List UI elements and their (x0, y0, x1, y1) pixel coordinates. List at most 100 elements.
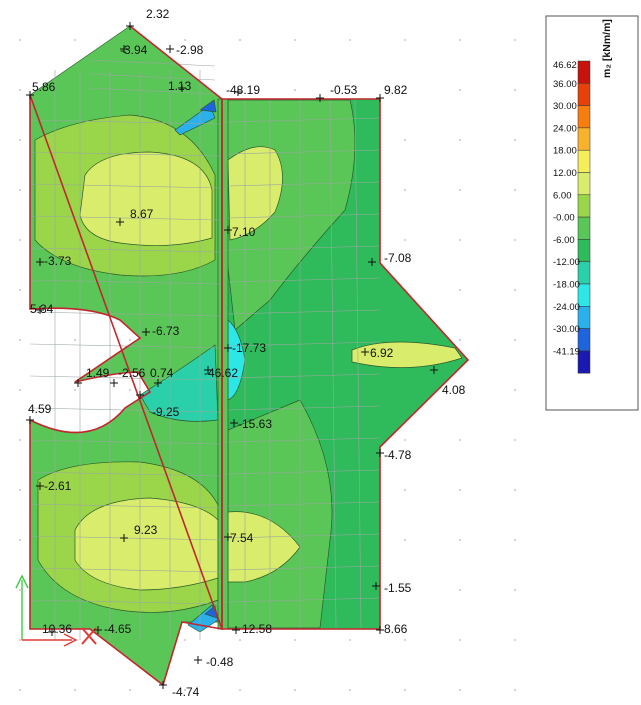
mesh-line (227, 405, 381, 411)
value-labels: 2.32 -3.94 -2.98 1.13 5.86 -48.19 -0.53 9.82 8.6… (26, 7, 466, 699)
value-marker (36, 258, 44, 266)
grid-dot (184, 639, 186, 641)
mesh-line (29, 215, 223, 221)
value-marker (376, 449, 384, 457)
grid-dot (459, 189, 461, 191)
grid-dot (74, 389, 76, 391)
legend-title: m₂ [kNm/m] (601, 19, 613, 78)
grid-dot (74, 339, 76, 341)
mesh-line (29, 311, 223, 317)
mesh-line (89, 87, 216, 95)
mesh-line (29, 407, 223, 413)
value-marker (159, 681, 167, 689)
mesh-line (227, 245, 381, 251)
value-label: -15.63 (238, 417, 272, 431)
grid-dot (349, 689, 351, 691)
mesh-line (227, 117, 381, 123)
grid-dot (294, 689, 296, 691)
value-label: -2.56 (118, 366, 146, 380)
value-label: 8.66 (384, 622, 408, 636)
value-label: 5.34 (30, 302, 54, 316)
value-label: 9.82 (384, 83, 408, 97)
grid-dot (514, 189, 516, 191)
grid-dot (514, 39, 516, 41)
mesh-line (29, 567, 223, 573)
contour-zones (29, 25, 469, 686)
mesh-line (29, 119, 223, 125)
grid-dot (514, 89, 516, 91)
legend-label: 24.00 (553, 123, 577, 134)
value-label: -4.65 (104, 622, 132, 636)
mesh-line (227, 181, 381, 187)
legend-swatch (577, 350, 591, 374)
value-label: 7.54 (230, 531, 254, 545)
right-edge-high-zone (351, 341, 463, 368)
value-marker (48, 628, 56, 636)
grid-dot (459, 589, 461, 591)
legend-label: 30.00 (553, 101, 577, 112)
mesh-line (29, 439, 223, 445)
value-label: -3.94 (120, 43, 148, 57)
value-marker (376, 626, 384, 634)
grid-dot (459, 289, 461, 291)
mesh-line (227, 501, 381, 507)
grid-dot (404, 539, 406, 541)
grid-dot (459, 489, 461, 491)
value-marker (166, 45, 174, 53)
grid-dot (239, 39, 241, 41)
value-label: 0.74 (150, 366, 174, 380)
grid-dot (459, 639, 461, 641)
value-marker (120, 534, 128, 542)
mesh-line (227, 309, 381, 315)
value-label: 1.13 (168, 79, 192, 93)
value-marker (142, 328, 150, 336)
value-marker (94, 626, 102, 634)
grid-dot (19, 289, 21, 291)
value-label: -48.19 (226, 83, 260, 97)
grid-dot (74, 689, 76, 691)
value-label: -2.98 (176, 43, 204, 57)
legend-label: -6.00 (553, 235, 575, 246)
mesh-line (227, 149, 381, 155)
value-marker (316, 94, 324, 102)
grid-dot (19, 39, 21, 41)
value-marker (232, 626, 240, 634)
value-label: 6.92 (370, 346, 394, 360)
grid-dot (514, 489, 516, 491)
value-label: -17.73 (232, 341, 266, 355)
value-label: -0.53 (330, 83, 358, 97)
grid-dot (349, 639, 351, 641)
legend-swatch (577, 194, 591, 218)
grid-dot (349, 39, 351, 41)
legend-label: -24.00 (553, 302, 580, 313)
grid-dot (459, 689, 461, 691)
left-lower-high-zone (74, 497, 219, 591)
legend-swatch (577, 172, 591, 196)
mesh-line (329, 99, 337, 629)
legend-items: 46.62 36.00 30.00 24.00 18.00 12.00 6.00 -0.00 -… (553, 60, 591, 374)
grid-dot (459, 389, 461, 391)
grid-dot (19, 139, 21, 141)
right-plate-outline (221, 98, 470, 630)
mesh-line (29, 471, 223, 477)
value-marker (116, 218, 124, 226)
value-marker (126, 22, 134, 30)
mesh-line (29, 503, 223, 509)
mesh-line (29, 375, 223, 381)
value-label: 5.86 (32, 80, 56, 94)
grid-dot (404, 489, 406, 491)
legend-label: 36.00 (553, 79, 577, 90)
grid-dot (514, 289, 516, 291)
value-label: -7.08 (384, 251, 412, 265)
grid-dot (459, 89, 461, 91)
grid-dot (404, 439, 406, 441)
grid-dot (184, 689, 186, 691)
value-label: 1.49 (86, 366, 110, 380)
value-marker (376, 94, 384, 102)
grid-dot (514, 589, 516, 591)
mesh-line (89, 73, 216, 81)
mesh-line (29, 343, 223, 349)
center-negative-zone (139, 344, 219, 422)
mesh-line (227, 469, 381, 475)
